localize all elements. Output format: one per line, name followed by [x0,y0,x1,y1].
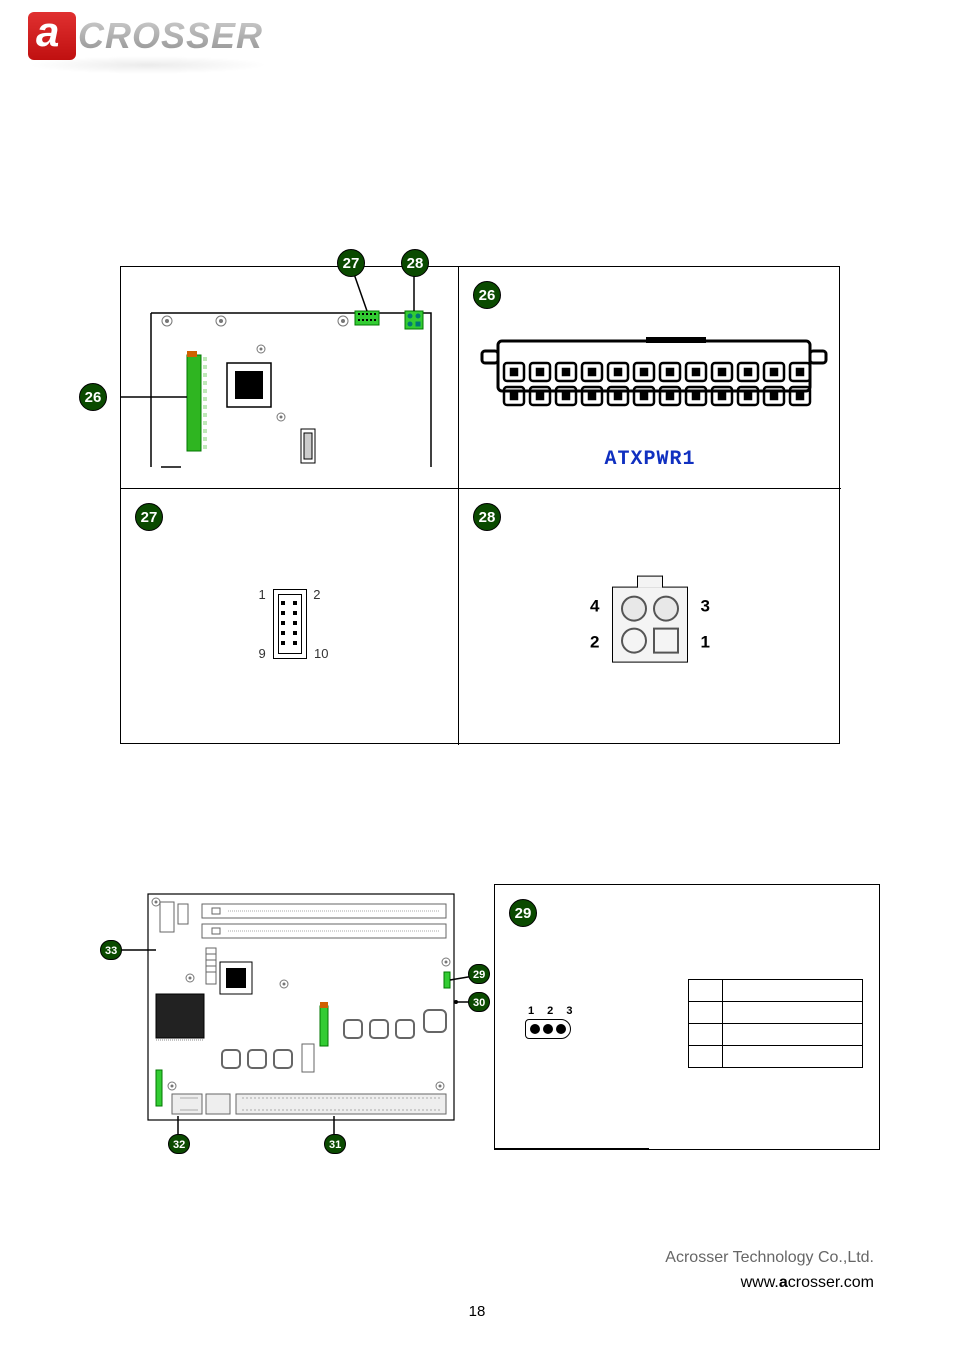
pin-label-4: 4 [590,597,599,617]
table-cell [723,1024,863,1046]
page-footer: Acrosser Technology Co.,Ltd. www.acrosse… [665,1245,874,1296]
panel-board-bottom: 29 30 31 32 33 [120,884,474,1150]
panel-26-atxpwr: 26 [459,267,841,489]
pin-label-10: 10 [314,646,328,661]
atxpwr-label: ATXPWR1 [459,448,841,471]
callout-29: 29 [468,964,490,984]
table-cell [723,1046,863,1068]
panel-27: 27 1 2 9 10 [121,489,459,745]
callout-33: 33 [100,940,122,960]
panel-29-badge: 29 [509,899,537,927]
jumper-29-diagram: 1 2 3 [525,1005,577,1039]
jumper-29-numbers: 1 2 3 [525,1005,577,1017]
callout-31: 31 [324,1134,346,1154]
connector-28-diagram: 1 2 3 4 [612,587,688,663]
figure-group-top: 26 27 28 26 [120,266,840,744]
footer-url: www.acrosser.com [665,1270,874,1296]
table-cell [689,1046,723,1068]
callout-32: 32 [168,1134,190,1154]
pin-label-1: 1 [259,587,266,602]
table-cell [689,980,723,1002]
page-number: 18 [469,1303,486,1320]
table-cell [723,980,863,1002]
table-cell [689,1024,723,1046]
board-diagram-top [121,267,459,489]
pin-label-1: 1 [701,633,710,653]
callout-27: 27 [337,249,365,277]
panel-29: 29 1 2 3 [494,884,880,1150]
pin-label-9: 9 [259,646,266,661]
footer-company: Acrosser Technology Co.,Ltd. [665,1245,874,1271]
panel-29-table [688,979,863,1068]
callout-28: 28 [401,249,429,277]
figure-group-bottom: 29 30 31 32 33 29 1 2 3 [120,884,880,1150]
pin-label-2: 2 [313,587,320,602]
logo-shadow [28,56,268,74]
connector-27-diagram: 1 2 9 10 [273,589,307,659]
board-diagram-bottom [120,884,474,1150]
callout-30: 30 [468,992,490,1012]
logo-text: CROSSER [78,15,263,57]
panel-26-badge: 26 [473,281,501,309]
logo-mark [28,12,76,60]
callout-26: 26 [79,383,107,411]
panel-board-top: 26 27 28 [121,267,459,489]
pin-label-3: 3 [701,597,710,617]
table-cell [689,1002,723,1024]
panel-28-badge: 28 [473,503,501,531]
pin-label-2: 2 [590,633,599,653]
panel-27-badge: 27 [135,503,163,531]
table-cell [723,1002,863,1024]
atxpwr-pins [470,351,830,431]
panel-28: 28 1 2 3 4 [459,489,841,745]
